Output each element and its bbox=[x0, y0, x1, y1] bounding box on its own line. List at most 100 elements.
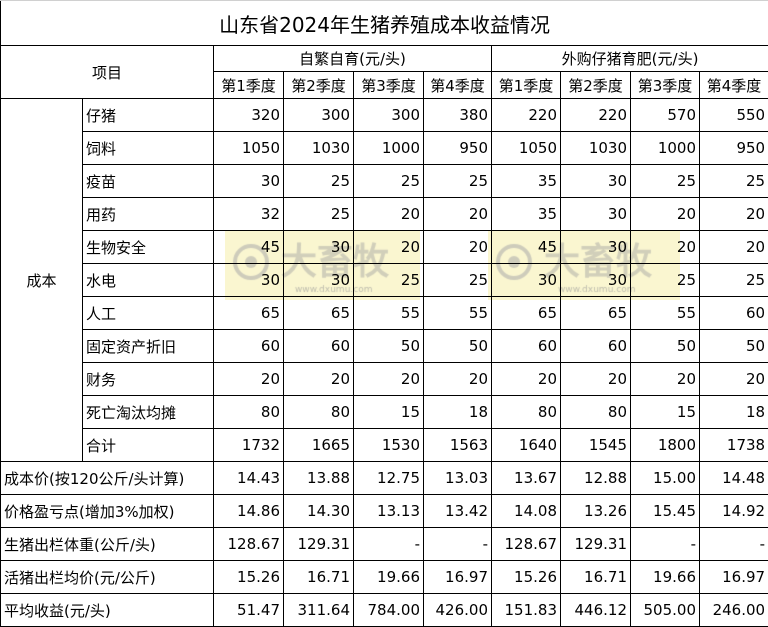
value-cell: 45 bbox=[491, 230, 561, 264]
value-cell: 1530 bbox=[353, 428, 424, 462]
table-row: 成本 仔猪 320 300 300 380 220 220 570 550 bbox=[0, 98, 768, 462]
value-cell: 25 bbox=[353, 164, 424, 198]
value-cell: 20 bbox=[353, 197, 424, 231]
value-cell: 15.45 bbox=[630, 494, 700, 528]
value-cell: 80 bbox=[283, 395, 354, 429]
value-cell: 80 bbox=[491, 395, 561, 429]
value-cell: 13.03 bbox=[423, 461, 492, 495]
value-cell: 25 bbox=[423, 164, 492, 198]
value-cell: 30 bbox=[283, 230, 354, 264]
value-cell: 20 bbox=[423, 197, 492, 231]
value-cell: 15 bbox=[353, 395, 424, 429]
value-cell: 20 bbox=[698, 362, 768, 396]
value-cell: 300 bbox=[283, 98, 354, 132]
value-cell: 1545 bbox=[560, 428, 631, 462]
value-cell: 505.00 bbox=[630, 593, 700, 627]
value-cell: 20 bbox=[630, 197, 700, 231]
value-cell: 12.75 bbox=[353, 461, 424, 495]
table-row: 价格盈亏点(增加3%加权) 14.86 14.30 13.13 13.42 14.08 13… bbox=[0, 494, 768, 528]
row-label: 水电 bbox=[82, 263, 214, 297]
value-cell: 1050 bbox=[213, 131, 284, 165]
value-cell: 30 bbox=[560, 230, 631, 264]
value-cell: 25 bbox=[698, 164, 768, 198]
value-cell: 13.67 bbox=[491, 461, 561, 495]
value-cell: 14.43 bbox=[213, 461, 284, 495]
table-row: 用药 32 25 20 20 35 30 20 20 bbox=[1, 197, 768, 231]
group-header-self-bred: 自繁自育(元/头) bbox=[213, 45, 492, 72]
value-cell: 60 bbox=[491, 329, 561, 363]
value-cell: 1030 bbox=[560, 131, 631, 165]
value-cell: 35 bbox=[491, 164, 561, 198]
value-cell: 1732 bbox=[213, 428, 284, 462]
value-cell: 19.66 bbox=[630, 560, 700, 594]
value-cell: - bbox=[630, 527, 700, 561]
value-cell: 16.71 bbox=[560, 560, 631, 594]
row-label: 饲料 bbox=[82, 131, 214, 165]
value-cell: 570 bbox=[630, 98, 700, 132]
quarter-header: 第3季度 bbox=[630, 71, 700, 99]
value-cell: 20 bbox=[630, 362, 700, 396]
value-cell: 20 bbox=[560, 362, 631, 396]
value-cell: 55 bbox=[423, 296, 492, 330]
value-cell: 25 bbox=[283, 164, 354, 198]
value-cell: 300 bbox=[353, 98, 424, 132]
value-cell: 20 bbox=[283, 362, 354, 396]
value-cell: 246.00 bbox=[698, 593, 768, 627]
value-cell: 25 bbox=[423, 263, 492, 297]
value-cell: 50 bbox=[423, 329, 492, 363]
value-cell: 1800 bbox=[630, 428, 700, 462]
value-cell: 20 bbox=[491, 362, 561, 396]
value-cell: 65 bbox=[491, 296, 561, 330]
group-header-purchased-piglets: 外购仔猪育肥(元/头) bbox=[490, 45, 768, 72]
row-label: 财务 bbox=[82, 362, 214, 396]
value-cell: 50 bbox=[630, 329, 700, 363]
value-cell: 16.71 bbox=[283, 560, 354, 594]
value-cell: 13.88 bbox=[283, 461, 354, 495]
table-row: 成本价(按120公斤/头计算) 14.43 13.88 12.75 13.03 13.67… bbox=[0, 461, 768, 495]
value-cell: 55 bbox=[630, 296, 700, 330]
value-cell: - bbox=[353, 527, 424, 561]
value-cell: 1000 bbox=[353, 131, 424, 165]
table-row: 固定资产折旧 60 60 50 50 60 60 50 50 bbox=[1, 329, 768, 363]
value-cell: 19.66 bbox=[353, 560, 424, 594]
value-cell: 1563 bbox=[423, 428, 492, 462]
value-cell: 25 bbox=[353, 263, 424, 297]
value-cell: 25 bbox=[283, 197, 354, 231]
value-cell: 14.08 bbox=[491, 494, 561, 528]
value-cell: 65 bbox=[213, 296, 284, 330]
value-cell: 25 bbox=[630, 164, 700, 198]
table-row: 财务 20 20 20 20 20 20 20 20 bbox=[1, 362, 768, 396]
quarter-header: 第1季度 bbox=[491, 71, 561, 99]
value-cell: 15.26 bbox=[491, 560, 561, 594]
cost-group-label: 成本 bbox=[0, 98, 83, 462]
value-cell: 50 bbox=[353, 329, 424, 363]
table-row: 人工 65 65 55 55 65 65 55 60 bbox=[1, 296, 768, 330]
value-cell: 60 bbox=[213, 329, 284, 363]
value-cell: 80 bbox=[213, 395, 284, 429]
row-label: 合计 bbox=[82, 428, 214, 462]
value-cell: 20 bbox=[213, 362, 284, 396]
row-label: 用药 bbox=[82, 197, 214, 231]
value-cell: 60 bbox=[560, 329, 631, 363]
value-cell: 1000 bbox=[630, 131, 700, 165]
row-label: 固定资产折旧 bbox=[82, 329, 214, 363]
value-cell: 151.83 bbox=[491, 593, 561, 627]
value-cell: - bbox=[698, 527, 768, 561]
value-cell: 129.31 bbox=[560, 527, 631, 561]
value-cell: 14.92 bbox=[698, 494, 768, 528]
value-cell: 60 bbox=[283, 329, 354, 363]
value-cell: 20 bbox=[698, 197, 768, 231]
quarter-header: 第1季度 bbox=[213, 71, 284, 99]
value-cell: 20 bbox=[353, 230, 424, 264]
table-row: 死亡淘汰均摊 80 80 15 18 80 80 15 18 bbox=[1, 395, 768, 429]
value-cell: 128.67 bbox=[213, 527, 284, 561]
value-cell: 80 bbox=[560, 395, 631, 429]
value-cell: 65 bbox=[560, 296, 631, 330]
value-cell: 35 bbox=[491, 197, 561, 231]
quarter-header: 第2季度 bbox=[560, 71, 631, 99]
value-cell: 15.00 bbox=[630, 461, 700, 495]
value-cell: 14.86 bbox=[213, 494, 284, 528]
value-cell: 20 bbox=[353, 362, 424, 396]
value-cell: 30 bbox=[213, 263, 284, 297]
